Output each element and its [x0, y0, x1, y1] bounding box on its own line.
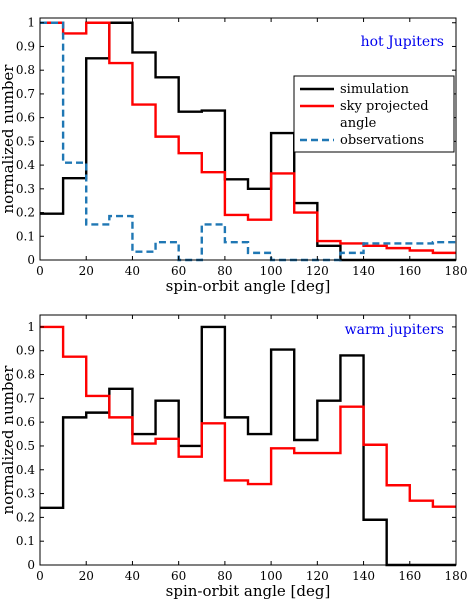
series-group — [40, 21, 456, 262]
y-tick-label: 0.4 — [16, 158, 35, 172]
x-axis-label: spin-orbit angle [deg] — [166, 277, 331, 295]
plot-area-frame — [39, 17, 457, 261]
y-tick-label: 0.5 — [16, 134, 35, 148]
x-tick-label: 120 — [306, 569, 329, 583]
series-group — [40, 325, 456, 567]
y-tick-label: 0.6 — [16, 415, 35, 429]
x-tick-label: 180 — [445, 569, 468, 583]
x-tick-label: 140 — [352, 264, 375, 278]
panel-annotation: hot Jupiters — [361, 34, 444, 50]
x-axis-label: spin-orbit angle [deg] — [166, 582, 331, 600]
x-tick-label: 60 — [171, 569, 186, 583]
series-line-sky-projected-angle — [40, 21, 456, 255]
y-tick-label: 0.1 — [16, 534, 35, 548]
y-tick-label: 0.8 — [16, 368, 35, 382]
warm-jupiters-panel: 0 20 40 60 80 100 120 140 160 180 0 0.1 0.2 0.3 0.4 0.5… — [0, 314, 468, 600]
x-tick-label: 40 — [125, 569, 140, 583]
x-tick-label: 80 — [217, 569, 232, 583]
y-tick-label: 1 — [27, 16, 35, 30]
legend-label: sky projected — [340, 99, 429, 114]
legend: simulation sky projected angle observations — [293, 75, 455, 153]
x-tick-label: 140 — [352, 569, 375, 583]
y-tick-label: 0.7 — [16, 87, 35, 101]
y-axis-label: normalized number — [0, 64, 17, 214]
series-line-observations — [40, 21, 456, 262]
hot-jupiters-panel: 0 20 40 60 80 100 120 140 160 180 0 0.1 0.2 0.3 0.4 0.5… — [0, 16, 467, 295]
x-tick-label: 160 — [398, 264, 421, 278]
y-tick-label: 0.3 — [16, 182, 35, 196]
y-axis-label: normalized number — [0, 365, 17, 515]
y-tick-label: 0.5 — [16, 439, 35, 453]
y-tick-label: 0 — [27, 253, 35, 267]
x-tick-label: 160 — [398, 569, 421, 583]
y-tick-label: 0.3 — [16, 487, 35, 501]
y-tick-label: 0.9 — [16, 344, 35, 358]
y-tick-label: 0.2 — [16, 206, 35, 220]
y-tick-label: 0.1 — [16, 229, 35, 243]
x-tick-label: 180 — [445, 264, 468, 278]
x-tick-label: 0 — [36, 569, 44, 583]
x-tick-label: 100 — [260, 264, 283, 278]
x-tick-label: 20 — [79, 264, 94, 278]
y-tick-label: 0.8 — [16, 63, 35, 77]
x-tick-label: 120 — [306, 264, 329, 278]
plot-area-frame — [39, 314, 457, 566]
panel-annotation: warm jupiters — [345, 322, 444, 338]
y-tick-label: 1 — [27, 320, 35, 334]
y-tick-label: 0 — [27, 558, 35, 572]
y-tick-label: 0.6 — [16, 111, 35, 125]
x-tick-label: 20 — [79, 569, 94, 583]
series-line-sky-projected-angle — [40, 325, 456, 508]
x-tick-label: 80 — [217, 264, 232, 278]
x-tick-label: 0 — [36, 264, 44, 278]
x-tick-label: 40 — [125, 264, 140, 278]
x-tick-label: 100 — [260, 569, 283, 583]
y-tick-label: 0.9 — [16, 39, 35, 53]
legend-label: observations — [340, 133, 424, 148]
x-tick-label: 60 — [171, 264, 186, 278]
legend-label: angle — [340, 116, 377, 131]
series-line-simulation — [40, 325, 456, 567]
y-tick-label: 0.7 — [16, 391, 35, 405]
y-tick-label: 0.2 — [16, 510, 35, 524]
y-tick-label: 0.4 — [16, 463, 35, 477]
legend-label: simulation — [340, 82, 410, 97]
